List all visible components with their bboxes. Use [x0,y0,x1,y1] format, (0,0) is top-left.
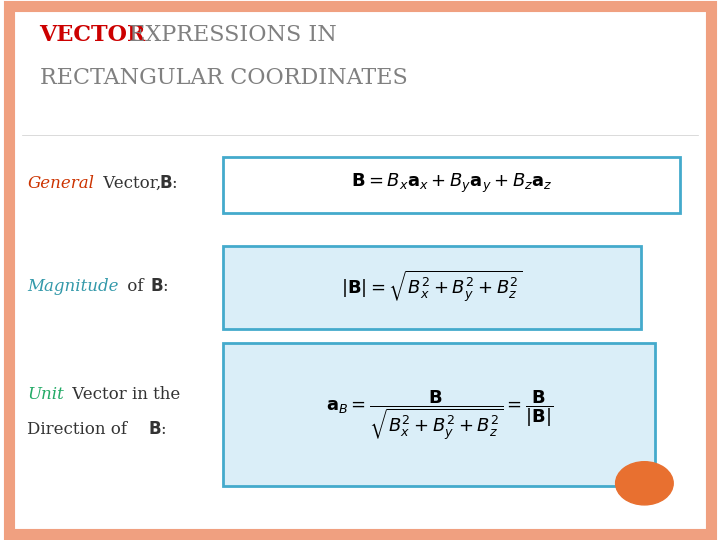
FancyBboxPatch shape [223,157,680,213]
Text: General: General [27,175,94,192]
Circle shape [616,462,673,505]
Text: EXPRESSIONS IN: EXPRESSIONS IN [122,24,337,46]
Text: Magnitude: Magnitude [27,278,119,295]
Text: Vector in the: Vector in the [67,386,180,403]
Text: $\mathbf{a}_B = \dfrac{\mathbf{B}}{\sqrt{B_x^2 + B_y^2 + B_z^2}} = \dfrac{\mathb: $\mathbf{a}_B = \dfrac{\mathbf{B}}{\sqrt… [325,389,553,443]
Text: $|\mathbf{B}| = \sqrt{B_x^2 + B_y^2 + B_z^2}$: $|\mathbf{B}| = \sqrt{B_x^2 + B_y^2 + B_… [341,268,523,304]
FancyBboxPatch shape [223,343,655,486]
Text: Vector,: Vector, [98,175,166,192]
FancyBboxPatch shape [9,6,711,534]
Text: $\mathbf{B}$:: $\mathbf{B}$: [159,175,178,192]
Text: Unit: Unit [27,386,64,403]
Text: VECTOR: VECTOR [40,24,146,46]
FancyBboxPatch shape [223,246,641,329]
Text: $\mathbf{B} = B_x\mathbf{a}_x + B_y\mathbf{a}_y + B_z\mathbf{a}_z$: $\mathbf{B} = B_x\mathbf{a}_x + B_y\math… [351,172,553,195]
Text: of: of [122,278,148,295]
Text: $\mathbf{B}$:: $\mathbf{B}$: [148,421,167,438]
Text: Direction of: Direction of [27,421,132,438]
Text: $\mathbf{B}$:: $\mathbf{B}$: [150,278,169,295]
Text: RECTANGULAR COORDINATES: RECTANGULAR COORDINATES [40,68,408,90]
